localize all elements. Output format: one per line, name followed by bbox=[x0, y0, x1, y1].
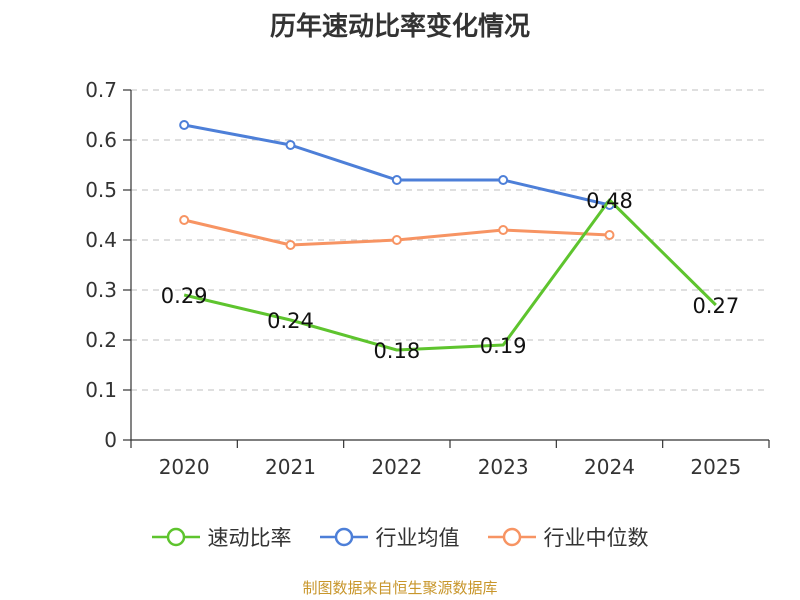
data-point bbox=[179, 120, 190, 130]
legend-label: 速动比率 bbox=[207, 526, 292, 550]
data-label: 0.29 bbox=[161, 284, 208, 308]
x-tick-label: 2022 bbox=[371, 455, 422, 479]
y-tick-label: 0.5 bbox=[85, 178, 117, 202]
series-line bbox=[183, 198, 717, 352]
y-tick-label: 0 bbox=[104, 428, 117, 452]
y-tick-label: 0.4 bbox=[85, 228, 117, 252]
data-label: 0.19 bbox=[480, 334, 527, 358]
legend-label: 行业中位数 bbox=[543, 526, 649, 550]
legend: 速动比率 行业均值 行业中位数 bbox=[0, 520, 800, 554]
data-point bbox=[604, 230, 615, 240]
y-tick-label: 0.1 bbox=[85, 378, 117, 402]
data-point bbox=[179, 215, 190, 225]
x-tick-label: 2025 bbox=[690, 455, 741, 479]
legend-item-quick-ratio[interactable]: 速动比率 bbox=[151, 522, 292, 552]
data-labels: 0.29 0.24 0.18 0.19 0.48 0.27 bbox=[161, 189, 739, 363]
series bbox=[179, 120, 717, 352]
series-line bbox=[183, 123, 610, 207]
legend-item-industry-mean[interactable]: 行业均值 bbox=[319, 522, 460, 552]
x-tick-label: 2024 bbox=[584, 455, 635, 479]
data-label: 0.18 bbox=[373, 339, 420, 363]
source-note: 制图数据来自恒生聚源数据库 bbox=[302, 579, 498, 597]
data-label: 0.27 bbox=[692, 294, 739, 318]
legend-label: 行业均值 bbox=[375, 526, 460, 550]
data-point bbox=[391, 175, 402, 185]
legend-line-marker-icon bbox=[487, 527, 536, 547]
chart-title: 历年速动比率变化情况 bbox=[269, 12, 530, 42]
data-point bbox=[498, 225, 509, 235]
x-tick-label: 2021 bbox=[265, 455, 316, 479]
y-tick-label: 0.3 bbox=[85, 278, 117, 302]
x-tick-label: 2020 bbox=[159, 455, 210, 479]
data-point bbox=[285, 240, 296, 250]
data-label: 0.24 bbox=[267, 309, 314, 333]
legend-item-industry-median[interactable]: 行业中位数 bbox=[487, 522, 649, 552]
y-tick-label: 0.2 bbox=[85, 328, 117, 352]
axes: 0 0.1 0.2 0.3 0.4 0.5 0.6 0.7 2020 2021 2022 2023 20… bbox=[85, 78, 770, 479]
data-label: 0.48 bbox=[586, 189, 633, 213]
x-tick-label: 2023 bbox=[478, 455, 529, 479]
y-tick-label: 0.6 bbox=[85, 128, 117, 152]
data-point bbox=[391, 235, 402, 245]
legend-line-marker-icon bbox=[319, 527, 368, 547]
gridlines bbox=[131, 89, 769, 391]
y-tick-label: 0.7 bbox=[85, 78, 117, 102]
data-point bbox=[285, 140, 296, 150]
data-point bbox=[498, 175, 509, 185]
legend-line-marker-icon bbox=[151, 527, 200, 547]
